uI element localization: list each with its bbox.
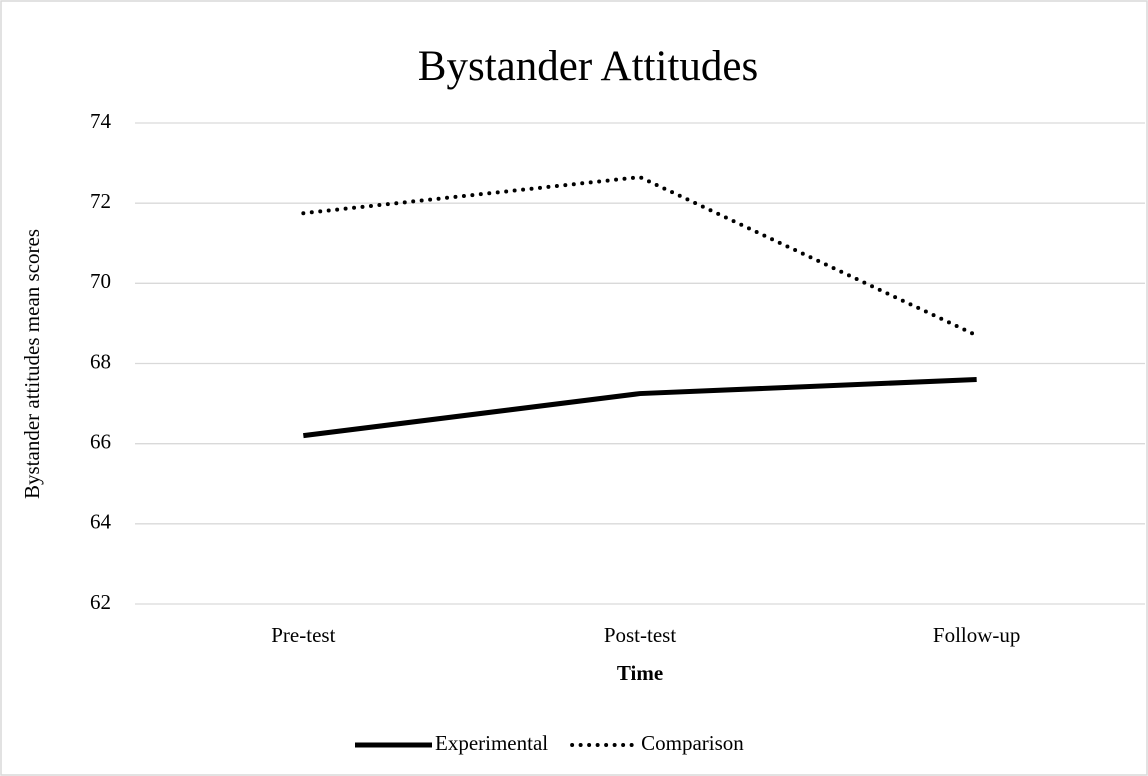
- y-tick-label: 64: [90, 510, 112, 534]
- x-axis-label: Time: [617, 661, 663, 685]
- chart-title: Bystander Attitudes: [418, 43, 758, 90]
- series-line: [301, 175, 979, 338]
- y-axis-label: Bystander attitudes mean scores: [20, 229, 44, 499]
- x-tick-label: Pre-test: [271, 623, 335, 647]
- legend-label: Experimental: [435, 731, 548, 755]
- y-tick-label: 68: [90, 349, 111, 373]
- y-tick-label: 72: [90, 189, 111, 213]
- legend-label: Comparison: [641, 731, 744, 755]
- x-tick-label: Post-test: [604, 623, 677, 647]
- series-line: [303, 377, 977, 439]
- y-tick-label: 66: [90, 429, 111, 453]
- y-tick-label: 62: [90, 590, 111, 614]
- y-tick-label: 70: [90, 269, 111, 293]
- x-tick-label: Follow-up: [933, 623, 1021, 647]
- y-tick-label: 74: [90, 109, 112, 133]
